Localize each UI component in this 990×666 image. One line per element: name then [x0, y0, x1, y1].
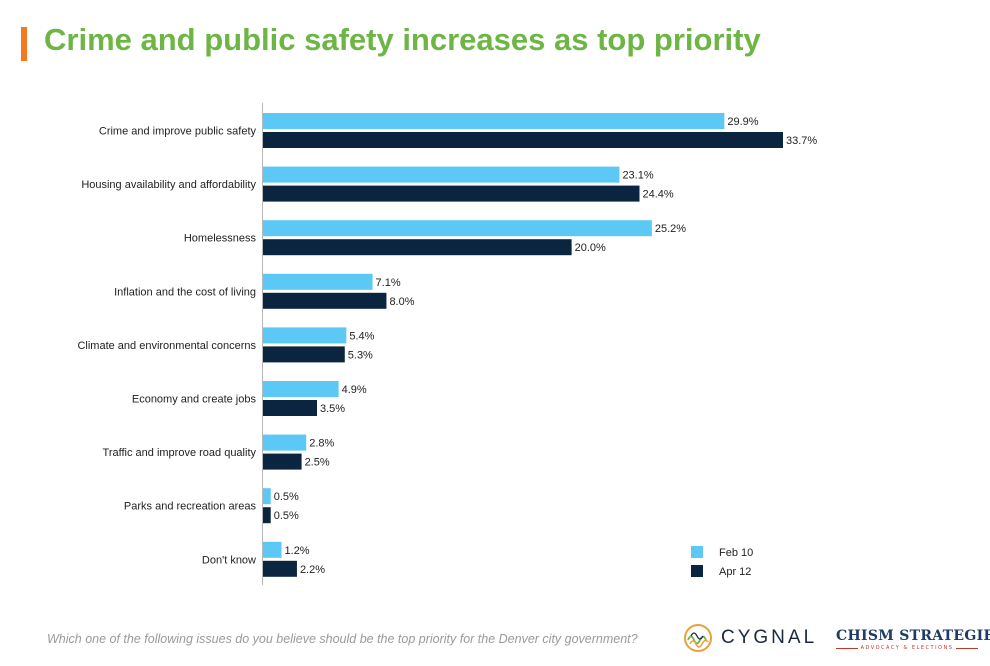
category-label-economy-and-create-jobs: Economy and create jobs	[132, 394, 257, 406]
value-label-apr-12-crime-and-improve-public-safety: 33.7%	[786, 135, 817, 147]
category-label-parks-and-recreation-areas: Parks and recreation areas	[124, 501, 257, 513]
chism-tagline-row: ADVOCACY & ELECTIONS	[836, 645, 979, 651]
bar-feb-10-crime-and-improve-public-safety	[263, 113, 725, 129]
category-label-don-t-know: Don't know	[202, 554, 256, 566]
value-label-feb-10-homelessness: 25.2%	[655, 223, 686, 235]
bar-apr-12-inflation-and-the-cost-of-living	[263, 292, 387, 309]
value-label-feb-10-climate-and-environmental-concerns: 5.4%	[349, 330, 374, 342]
bar-apr-12-parks-and-recreation-areas	[263, 507, 271, 524]
value-label-apr-12-economy-and-create-jobs: 3.5%	[320, 403, 345, 415]
legend-swatch-feb-10	[691, 546, 703, 558]
value-label-feb-10-economy-and-create-jobs: 4.9%	[342, 384, 367, 396]
title-accent-bar	[21, 27, 27, 61]
category-label-crime-and-improve-public-safety: Crime and improve public safety	[99, 126, 257, 138]
value-label-feb-10-housing-availability-and-affordability: 23.1%	[622, 170, 653, 182]
value-label-apr-12-parks-and-recreation-areas: 0.5%	[274, 510, 299, 522]
chism-wordmark: CHISM STRATEGIES	[836, 628, 990, 644]
value-label-apr-12-homelessness: 20.0%	[575, 242, 606, 254]
value-label-feb-10-traffic-and-improve-road-quality: 2.8%	[309, 438, 334, 450]
value-label-apr-12-don-t-know: 2.2%	[300, 564, 325, 576]
bar-feb-10-climate-and-environmental-concerns	[263, 327, 347, 344]
bar-apr-12-economy-and-create-jobs	[263, 400, 318, 416]
value-labels: 29.9% 33.7% 23.1% 24.4% 25.2% 20.0% 7.1% 8.0% 5.…	[274, 116, 818, 576]
value-label-apr-12-climate-and-environmental-concerns: 5.3%	[348, 349, 373, 361]
cygnal-logo: CYGNAL	[683, 623, 817, 653]
value-label-feb-10-parks-and-recreation-areas: 0.5%	[274, 491, 299, 503]
bar-feb-10-don-t-know	[263, 541, 282, 558]
chism-strategies-logo: CHISM STRATEGIES ADVOCACY & ELECTIONS	[836, 628, 990, 651]
bar-feb-10-traffic-and-improve-road-quality	[263, 434, 307, 451]
page-title: Crime and public safety increases as top…	[44, 22, 761, 57]
value-label-feb-10-inflation-and-the-cost-of-living: 7.1%	[376, 277, 401, 289]
category-label-homelessness: Homelessness	[184, 233, 257, 245]
bars	[263, 113, 783, 577]
bar-feb-10-economy-and-create-jobs	[263, 381, 339, 397]
bar-feb-10-inflation-and-the-cost-of-living	[263, 273, 373, 290]
survey-question: Which one of the following issues do you…	[47, 632, 638, 646]
bar-apr-12-housing-availability-and-affordability	[263, 185, 640, 202]
chism-tagline-rule-left	[836, 647, 858, 649]
cygnal-wordmark: CYGNAL	[721, 627, 818, 648]
bar-feb-10-housing-availability-and-affordability	[263, 166, 620, 183]
value-label-apr-12-traffic-and-improve-road-quality: 2.5%	[305, 457, 330, 469]
bar-apr-12-climate-and-environmental-concerns	[263, 346, 345, 363]
legend-swatch-apr-12	[691, 565, 703, 577]
value-label-feb-10-crime-and-improve-public-safety: 29.9%	[727, 116, 758, 128]
value-label-feb-10-don-t-know: 1.2%	[285, 545, 310, 557]
category-label-inflation-and-the-cost-of-living: Inflation and the cost of living	[114, 286, 256, 298]
value-label-apr-12-housing-availability-and-affordability: 24.4%	[642, 189, 673, 201]
bar-apr-12-don-t-know	[263, 560, 297, 577]
category-label-traffic-and-improve-road-quality: Traffic and improve road quality	[103, 447, 257, 459]
chism-tagline: ADVOCACY & ELECTIONS	[860, 645, 954, 651]
category-labels: Crime and improve public safety Housing a…	[77, 126, 256, 567]
legend-label-feb-10: Feb 10	[719, 547, 753, 559]
category-label-climate-and-environmental-concerns: Climate and environmental concerns	[77, 340, 256, 352]
bar-feb-10-parks-and-recreation-areas	[263, 488, 271, 505]
bar-apr-12-traffic-and-improve-road-quality	[263, 453, 302, 470]
chism-tagline-rule-right	[956, 647, 979, 649]
bar-apr-12-crime-and-improve-public-safety	[263, 132, 783, 148]
bar-feb-10-homelessness	[263, 220, 652, 237]
cygnal-emblem-icon	[684, 624, 712, 652]
bar-apr-12-homelessness	[263, 239, 572, 256]
value-label-apr-12-inflation-and-the-cost-of-living: 8.0%	[389, 296, 414, 308]
legend: Feb 10 Apr 12	[691, 546, 753, 578]
category-label-housing-availability-and-affordability: Housing availability and affordability	[81, 179, 256, 191]
legend-label-apr-12: Apr 12	[719, 566, 751, 578]
